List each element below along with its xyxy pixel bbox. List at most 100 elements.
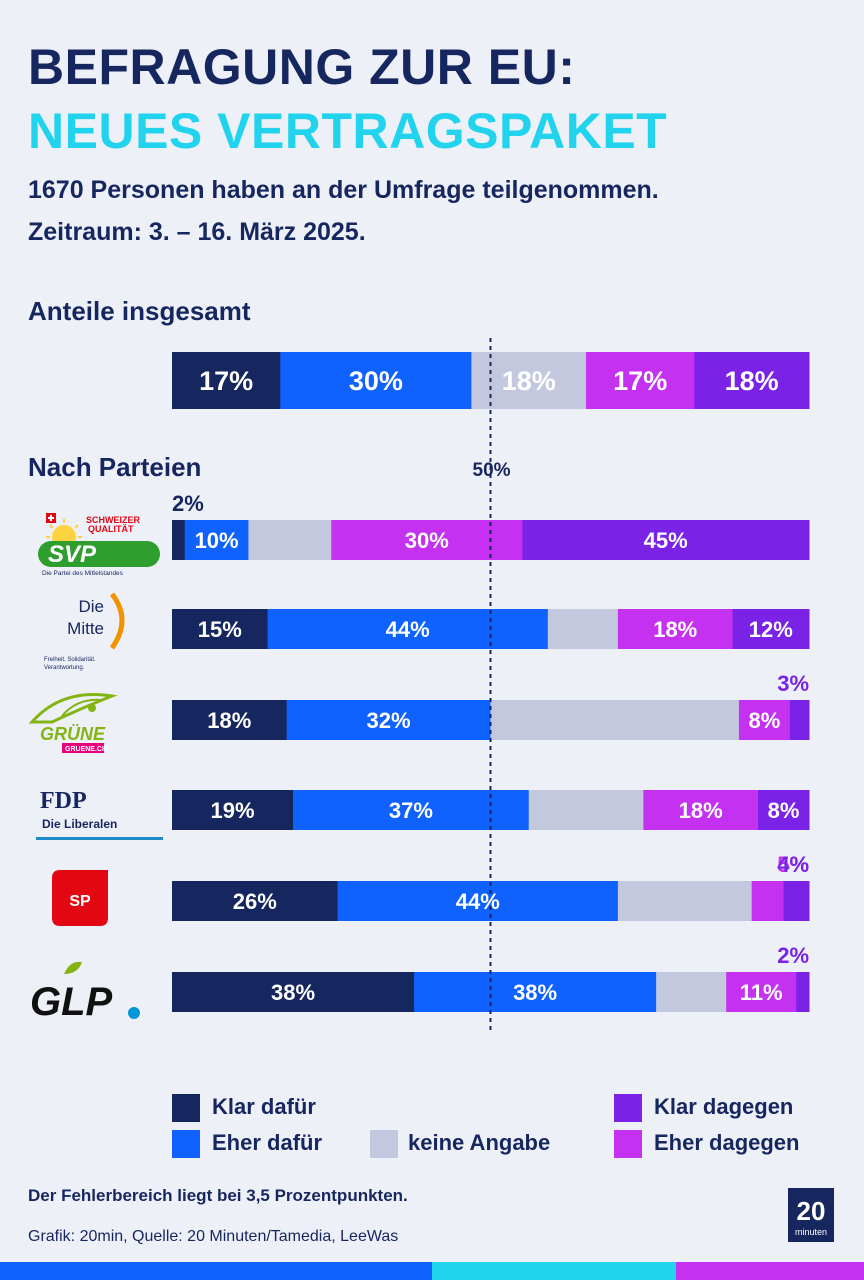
stacked-bar-chart: 17% 30% 18% 17% 18% 2% 10% 30% 45% 15% 44% 18% 12% 18… (172, 338, 810, 1030)
party-svp-label-eher-dafuer: 10% (195, 528, 239, 553)
mitte-tagline-2: Verantwortung. (44, 665, 85, 671)
party-glp-label-eher-dafuer: 38% (513, 980, 557, 1005)
party-mitte-bar-eher-dafuer (267, 609, 549, 649)
party-svp-label-eher-dagegen: 30% (405, 528, 449, 553)
svp-logo: SCHWEIZER QUALITÄT SVP Die Partei des Mi… (34, 505, 164, 580)
gruene-url-text: GRUENE.CH (65, 746, 107, 753)
party-mitte-bar-keine-angabe (547, 609, 619, 649)
legend-label-eher-dafuer: Eher dafür (212, 1130, 323, 1155)
total-bar-klar-dafuer (172, 352, 281, 409)
party-sp-bar-eher-dagegen (751, 881, 785, 921)
legend-swatch-eher-dagegen (614, 1130, 642, 1158)
party-gruene-label-eher-dagegen: 8% (749, 708, 781, 733)
party-sp-bar-eher-dafuer (337, 881, 619, 921)
party-gruene-bar-eher-dafuer (286, 700, 491, 740)
party-gruene-bar-klar-dagegen (789, 700, 810, 740)
total-bar-eher-dafuer (280, 352, 472, 409)
svp-tagline-text: Die Partei des Mittelstandes (42, 570, 124, 577)
party-glp-bar-eher-dafuer (414, 972, 657, 1012)
legend-swatch-klar-dafuer (172, 1094, 200, 1122)
sp-logo: SP (52, 870, 108, 926)
party-glp-label-klar-dagegen: 2% (777, 943, 809, 968)
footer-stripe-magenta (676, 1262, 864, 1280)
party-fdp-bar-keine-angabe (528, 790, 644, 830)
total-label-keine-angabe: 18% (502, 366, 556, 396)
svp-qualitaet-text: QUALITÄT (88, 524, 134, 534)
party-sp-label-eher-dagegen: 5% (777, 852, 809, 877)
party-sp-bar-klar-dagegen (783, 881, 810, 921)
fdp-name-text: FDP (40, 788, 87, 814)
gruene-name-text: GRÜNE (40, 724, 106, 744)
party-fdp-label-klar-dafuer: 19% (210, 798, 254, 823)
total-label-eher-dagegen: 17% (613, 366, 667, 396)
midline-label: 50% (472, 460, 511, 481)
party-mitte-bar-klar-dagegen (732, 609, 810, 649)
party-gruene-label-eher-dafuer: 32% (367, 708, 411, 733)
party-glp-bar-eher-dagegen (726, 972, 797, 1012)
party-mitte-label-klar-dagegen: 12% (749, 617, 793, 642)
footer-stripe-blue (0, 1262, 432, 1280)
svp-schweizer-text: SCHWEIZER (86, 515, 141, 525)
party-glp-bar-klar-dafuer (172, 972, 415, 1012)
party-sp-bar-keine-angabe (617, 881, 753, 921)
mitte-name-text: Mitte (67, 619, 104, 638)
subtitle-participants: 1670 Personen haben an der Umfrage teilg… (28, 176, 659, 204)
svp-name-text: SVP (48, 541, 97, 568)
legend-swatch-keine-angabe (370, 1130, 398, 1158)
legend-swatch-klar-dagegen (614, 1094, 642, 1122)
legend-swatch-eher-dafuer (172, 1130, 200, 1158)
party-fdp-label-klar-dagegen: 8% (768, 798, 800, 823)
party-gruene-bar-eher-dagegen (738, 700, 791, 740)
title-line-2: NEUES VERTRAGSPAKET (28, 103, 668, 159)
footer-stripe-cyan (432, 1262, 676, 1280)
party-gruene-bar-keine-angabe (490, 700, 740, 740)
subtitle-period: Zeitraum: 3. – 16. März 2025. (28, 218, 366, 246)
brand-number-text: 20 (797, 1196, 826, 1226)
party-fdp-label-eher-dagegen: 18% (679, 798, 723, 823)
party-mitte-label-klar-dafuer: 15% (198, 617, 242, 642)
title-line-1: BEFRAGUNG ZUR EU: (28, 39, 576, 95)
party-svp-bar-klar-dafuer (172, 520, 186, 560)
error-margin-note: Der Fehlerbereich liegt bei 3,5 Prozentp… (28, 1186, 408, 1205)
glp-name-text: GLP (30, 980, 113, 1024)
party-gruene-label-klar-dagegen: 3% (777, 671, 809, 696)
party-svp-bar-keine-angabe (248, 520, 332, 560)
20min-brand-logo: 20 minuten (788, 1188, 834, 1242)
total-label-klar-dagegen: 18% (725, 366, 779, 396)
legend-label-klar-dagegen: Klar dagegen (654, 1094, 794, 1119)
total-label-eher-dafuer: 30% (349, 366, 403, 396)
mitte-logo: Die Mitte Freiheit. Solidarität. Verantw… (40, 590, 140, 675)
party-sp-bar-klar-dafuer (172, 881, 339, 921)
section-parties-heading: Nach Parteien (28, 452, 202, 482)
party-mitte-label-eher-dagegen: 18% (653, 617, 697, 642)
legend-label-klar-dafuer: Klar dafür (212, 1094, 316, 1119)
party-svp-label-klar-dagegen: 45% (644, 528, 688, 553)
party-fdp-bar-klar-dafuer (172, 790, 294, 830)
fdp-sub-text: Die Liberalen (42, 817, 117, 831)
party-svp-label-klar-dafuer: 2% (172, 491, 204, 516)
sp-name-text: SP (69, 893, 91, 910)
party-svp-bar-klar-dagegen (522, 520, 810, 560)
brand-word-text: minuten (795, 1227, 827, 1237)
party-mitte-label-eher-dafuer: 44% (386, 617, 430, 642)
party-fdp-bar-klar-dagegen (758, 790, 810, 830)
party-mitte-bar-klar-dafuer (172, 609, 269, 649)
party-glp-bar-keine-angabe (656, 972, 727, 1012)
glp-logo: GLP (28, 958, 146, 1024)
total-bar-klar-dagegen (694, 352, 810, 409)
party-sp-label-klar-dagegen: 4% (777, 852, 809, 877)
party-glp-bar-klar-dagegen (796, 972, 810, 1012)
party-svp-bar-eher-dafuer (184, 520, 249, 560)
mitte-die-text: Die (78, 597, 104, 616)
fdp-logo: FDP Die Liberalen (36, 782, 164, 844)
party-gruene-bar-klar-dafuer (172, 700, 288, 740)
legend-label-keine-angabe: keine Angabe (408, 1130, 551, 1155)
party-gruene-label-klar-dafuer: 18% (207, 708, 251, 733)
party-fdp-label-eher-dafuer: 37% (389, 798, 433, 823)
party-glp-label-klar-dafuer: 38% (271, 980, 315, 1005)
section-total-heading: Anteile insgesamt (28, 296, 251, 326)
total-label-klar-dafuer: 17% (199, 366, 253, 396)
party-glp-label-eher-dagegen: 11% (740, 980, 783, 1005)
source-credit: Grafik: 20min, Quelle: 20 Minuten/Tamedi… (28, 1228, 399, 1245)
legend-label-eher-dagegen: Eher dagegen (654, 1130, 800, 1155)
